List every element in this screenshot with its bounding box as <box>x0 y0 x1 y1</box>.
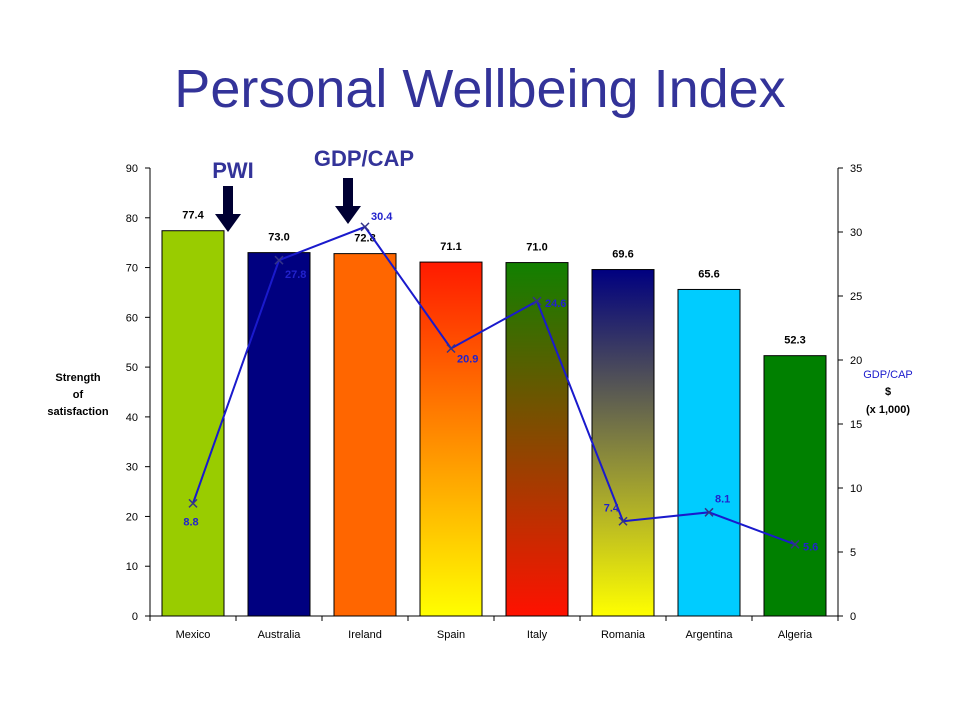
gdp-value-label: 20.9 <box>457 353 478 365</box>
y2-axis-title-line-2: $ <box>885 386 891 398</box>
y2-tick-label: 20 <box>850 355 862 367</box>
bar-algeria <box>763 355 827 617</box>
bar-value-label: 52.3 <box>784 335 805 347</box>
y-tick-label: 30 <box>126 462 138 474</box>
y-tick-label: 10 <box>126 561 138 573</box>
bar-ireland <box>333 253 397 617</box>
gdp-point-marker <box>188 498 198 508</box>
y2-tick-label: 0 <box>850 611 856 623</box>
gdp-value-label: 8.8 <box>183 516 198 528</box>
bar-mexico <box>161 230 225 617</box>
y-tick-label: 70 <box>126 263 138 275</box>
gdp-value-label: 5.6 <box>803 541 818 553</box>
gdp-point-marker <box>618 516 628 526</box>
bar-spain <box>419 261 483 617</box>
y2-tick-label: 15 <box>850 419 862 431</box>
y-axis-title-line-3: satisfaction <box>47 406 108 418</box>
y2-axis-title-line-3: (x 1,000) <box>866 404 910 416</box>
gdp-value-label: 8.1 <box>715 493 730 505</box>
y-tick-label: 60 <box>126 312 138 324</box>
bar-value-label: 71.0 <box>526 242 547 254</box>
annotation-gdp: GDP/CAP <box>314 146 414 171</box>
gdp-point-marker <box>704 507 714 517</box>
gdp-value-label: 27.8 <box>285 269 306 281</box>
gdp-series-line <box>192 225 796 546</box>
y-axis-title-line-2: of <box>73 389 84 401</box>
gdp-point-marker <box>274 255 284 265</box>
y2-axis-title-line-1: GDP/CAP <box>863 369 913 381</box>
bar-australia <box>247 252 311 617</box>
y-tick-label: 40 <box>126 412 138 424</box>
x-tick-label: Algeria <box>778 629 813 641</box>
gdp-value-label: 24.6 <box>545 298 566 310</box>
bar-romania <box>591 269 655 617</box>
bar-value-label: 73.0 <box>268 232 289 244</box>
y-tick-label: 0 <box>132 611 138 623</box>
gdp-point-marker <box>360 222 370 232</box>
bar-value-label: 65.6 <box>698 268 719 280</box>
bar-argentina <box>677 288 741 617</box>
gdp-value-label: 7.4 <box>604 502 620 514</box>
x-tick-label: Ireland <box>348 629 382 641</box>
x-tick-label: Mexico <box>176 629 211 641</box>
page-title: Personal Wellbeing Index <box>174 59 786 119</box>
x-tick-label: Australia <box>258 629 302 641</box>
y-tick-label: 50 <box>126 362 138 374</box>
gdp-value-label: 30.4 <box>371 211 393 223</box>
y-tick-label: 20 <box>126 511 138 523</box>
bar-value-label: 77.4 <box>182 210 204 222</box>
annotation-pwi: PWI <box>212 158 254 183</box>
x-tick-label: Italy <box>527 629 548 641</box>
y2-tick-label: 35 <box>850 163 862 175</box>
y2-tick-label: 5 <box>850 547 856 559</box>
x-tick-label: Spain <box>437 629 465 641</box>
y2-tick-label: 10 <box>850 483 862 495</box>
bar-value-label: 71.1 <box>440 241 461 253</box>
x-tick-label: Romania <box>601 629 646 641</box>
gdp-point-marker <box>790 539 800 549</box>
bar-value-label: 69.6 <box>612 249 633 261</box>
y-tick-label: 80 <box>126 213 138 225</box>
y-axis-title-line-1: Strength <box>55 372 101 384</box>
x-tick-label: Argentina <box>685 629 733 641</box>
y-tick-label: 90 <box>126 163 138 175</box>
arrow-down-icon <box>215 186 241 232</box>
bar-italy <box>505 262 569 617</box>
gdp-point-marker <box>532 296 542 306</box>
gdp-point-marker <box>446 343 456 354</box>
arrow-down-icon <box>335 178 361 224</box>
y2-tick-label: 30 <box>850 227 862 239</box>
y2-tick-label: 25 <box>850 291 862 303</box>
